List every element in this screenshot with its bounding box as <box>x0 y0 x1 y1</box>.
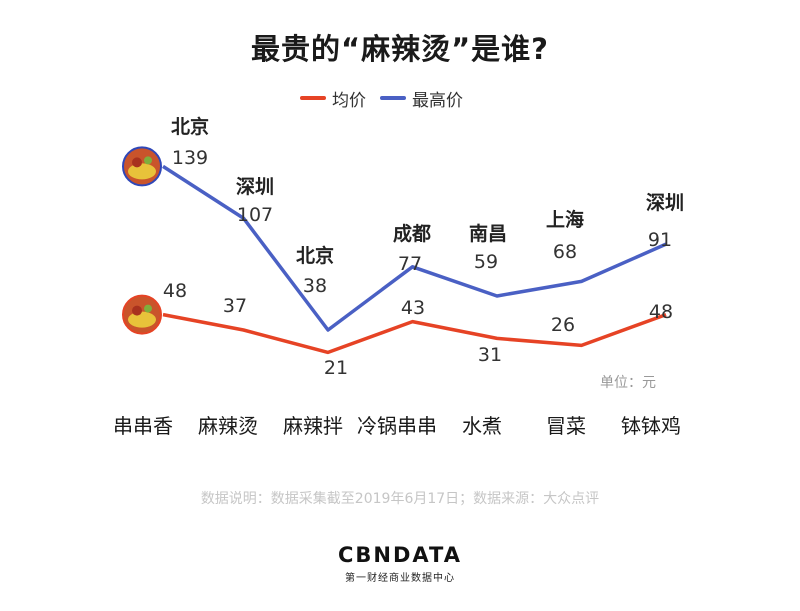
series-max-line <box>162 164 667 332</box>
bowl-veg-icon <box>144 156 152 165</box>
avg-value-label: 48 <box>649 301 673 323</box>
max-value-label: 139 <box>172 147 208 169</box>
avg-value-label: 48 <box>163 280 187 302</box>
series-avg-line <box>162 312 667 355</box>
bowl-food-icon <box>132 157 142 168</box>
x-tick-label: 冒菜 <box>546 414 586 438</box>
bowl-food-icon <box>132 305 142 316</box>
max-value-label: 91 <box>648 229 672 251</box>
max-value-label: 38 <box>303 275 327 297</box>
avg-value-label: 37 <box>223 295 247 317</box>
legend-item-max: 最高价 <box>380 86 463 111</box>
x-tick-label: 冷锅串串 <box>357 414 437 438</box>
city-label: 北京 <box>296 244 334 267</box>
max-value-label: 68 <box>553 241 577 263</box>
unit-label: 单位：元 <box>600 375 656 391</box>
bowl-rim-icon <box>128 163 156 180</box>
city-label: 北京 <box>171 115 209 138</box>
avg-value-label: 21 <box>324 357 348 379</box>
max-value-label: 59 <box>474 251 498 273</box>
city-label: 南昌 <box>469 223 507 245</box>
x-tick-label: 水煮 <box>462 414 502 438</box>
chart-title: 最贵的“麻辣烫”是谁? <box>251 32 549 66</box>
x-tick-label: 麻辣拌 <box>283 414 343 438</box>
avg-value-label: 43 <box>401 297 425 319</box>
source-note: 数据说明：数据采集截至2019年6月17日；数据来源：大众点评 <box>200 491 600 507</box>
x-tick-label: 麻辣烫 <box>198 414 258 438</box>
legend-item-avg: 均价 <box>300 86 366 111</box>
legend-swatch-max <box>380 96 406 100</box>
logo-subtitle: 第一财经商业数据中心 <box>345 573 455 584</box>
bowl-veg-icon <box>144 304 152 313</box>
x-tick-label: 钵钵鸡 <box>621 414 681 438</box>
legend-swatch-avg <box>300 96 326 100</box>
city-label: 深圳 <box>646 191 684 214</box>
avg-value-label: 31 <box>478 344 502 366</box>
logo-text: CBNDATA <box>338 543 462 567</box>
legend-label-avg: 均价 <box>332 90 366 111</box>
avg-value-label: 26 <box>551 314 575 336</box>
legend-label-max: 最高价 <box>412 90 463 111</box>
x-tick-label: 串串香 <box>113 414 173 438</box>
max-value-label: 107 <box>237 204 273 226</box>
city-label: 上海 <box>546 208 584 231</box>
legend: 均价 最高价 <box>300 86 477 111</box>
bowl-rim-icon <box>128 311 156 328</box>
city-label: 深圳 <box>236 175 274 198</box>
max-value-label: 77 <box>398 253 422 275</box>
brand-logo: CBNDATA 第一财经商业数据中心 <box>0 543 800 584</box>
city-label: 成都 <box>393 222 431 245</box>
